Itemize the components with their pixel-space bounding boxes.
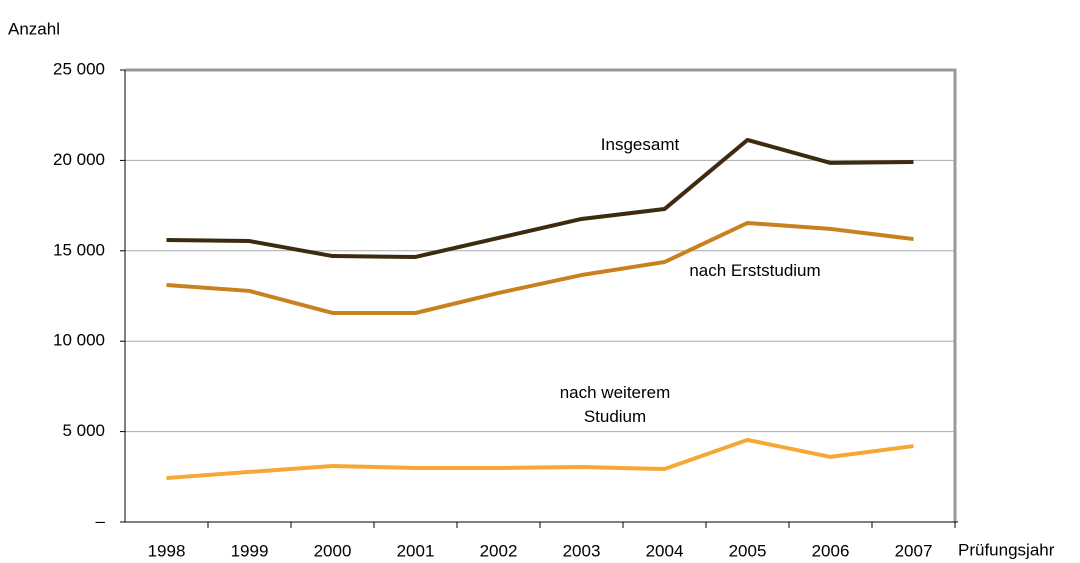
series-line — [166, 220, 914, 315]
series-label: nach Erststudium — [689, 261, 821, 280]
y-tick-label: 25 000 — [53, 59, 105, 78]
y-tick-label: – — [96, 511, 106, 530]
y-tick-label: 10 000 — [53, 331, 105, 350]
x-tick-label: 1999 — [231, 541, 269, 560]
x-tick-label: 2004 — [646, 541, 684, 560]
series-label: Insgesamt — [600, 135, 680, 154]
plot-frame — [125, 68, 957, 522]
series-label: nach weiterem Studium — [559, 383, 671, 426]
x-tick-label: 2006 — [812, 541, 850, 560]
x-tick-label: 2000 — [314, 541, 352, 560]
x-tick-label: 2005 — [729, 541, 767, 560]
y-tick-label: 15 000 — [53, 240, 105, 259]
series-line — [166, 437, 914, 481]
series-line — [166, 137, 914, 259]
y-tick-label: 5 000 — [62, 421, 105, 440]
x-tick-label: 2003 — [563, 541, 601, 560]
x-tick-label: 2001 — [397, 541, 435, 560]
x-tick-label: 2002 — [480, 541, 518, 560]
x-tick-label: 1998 — [148, 541, 186, 560]
y-tick-label: 20 000 — [53, 150, 105, 169]
y-axis-title: Anzahl — [8, 19, 60, 38]
x-tick-label: 2007 — [895, 541, 933, 560]
x-axis-title: Prüfungsjahr — [958, 540, 1055, 559]
